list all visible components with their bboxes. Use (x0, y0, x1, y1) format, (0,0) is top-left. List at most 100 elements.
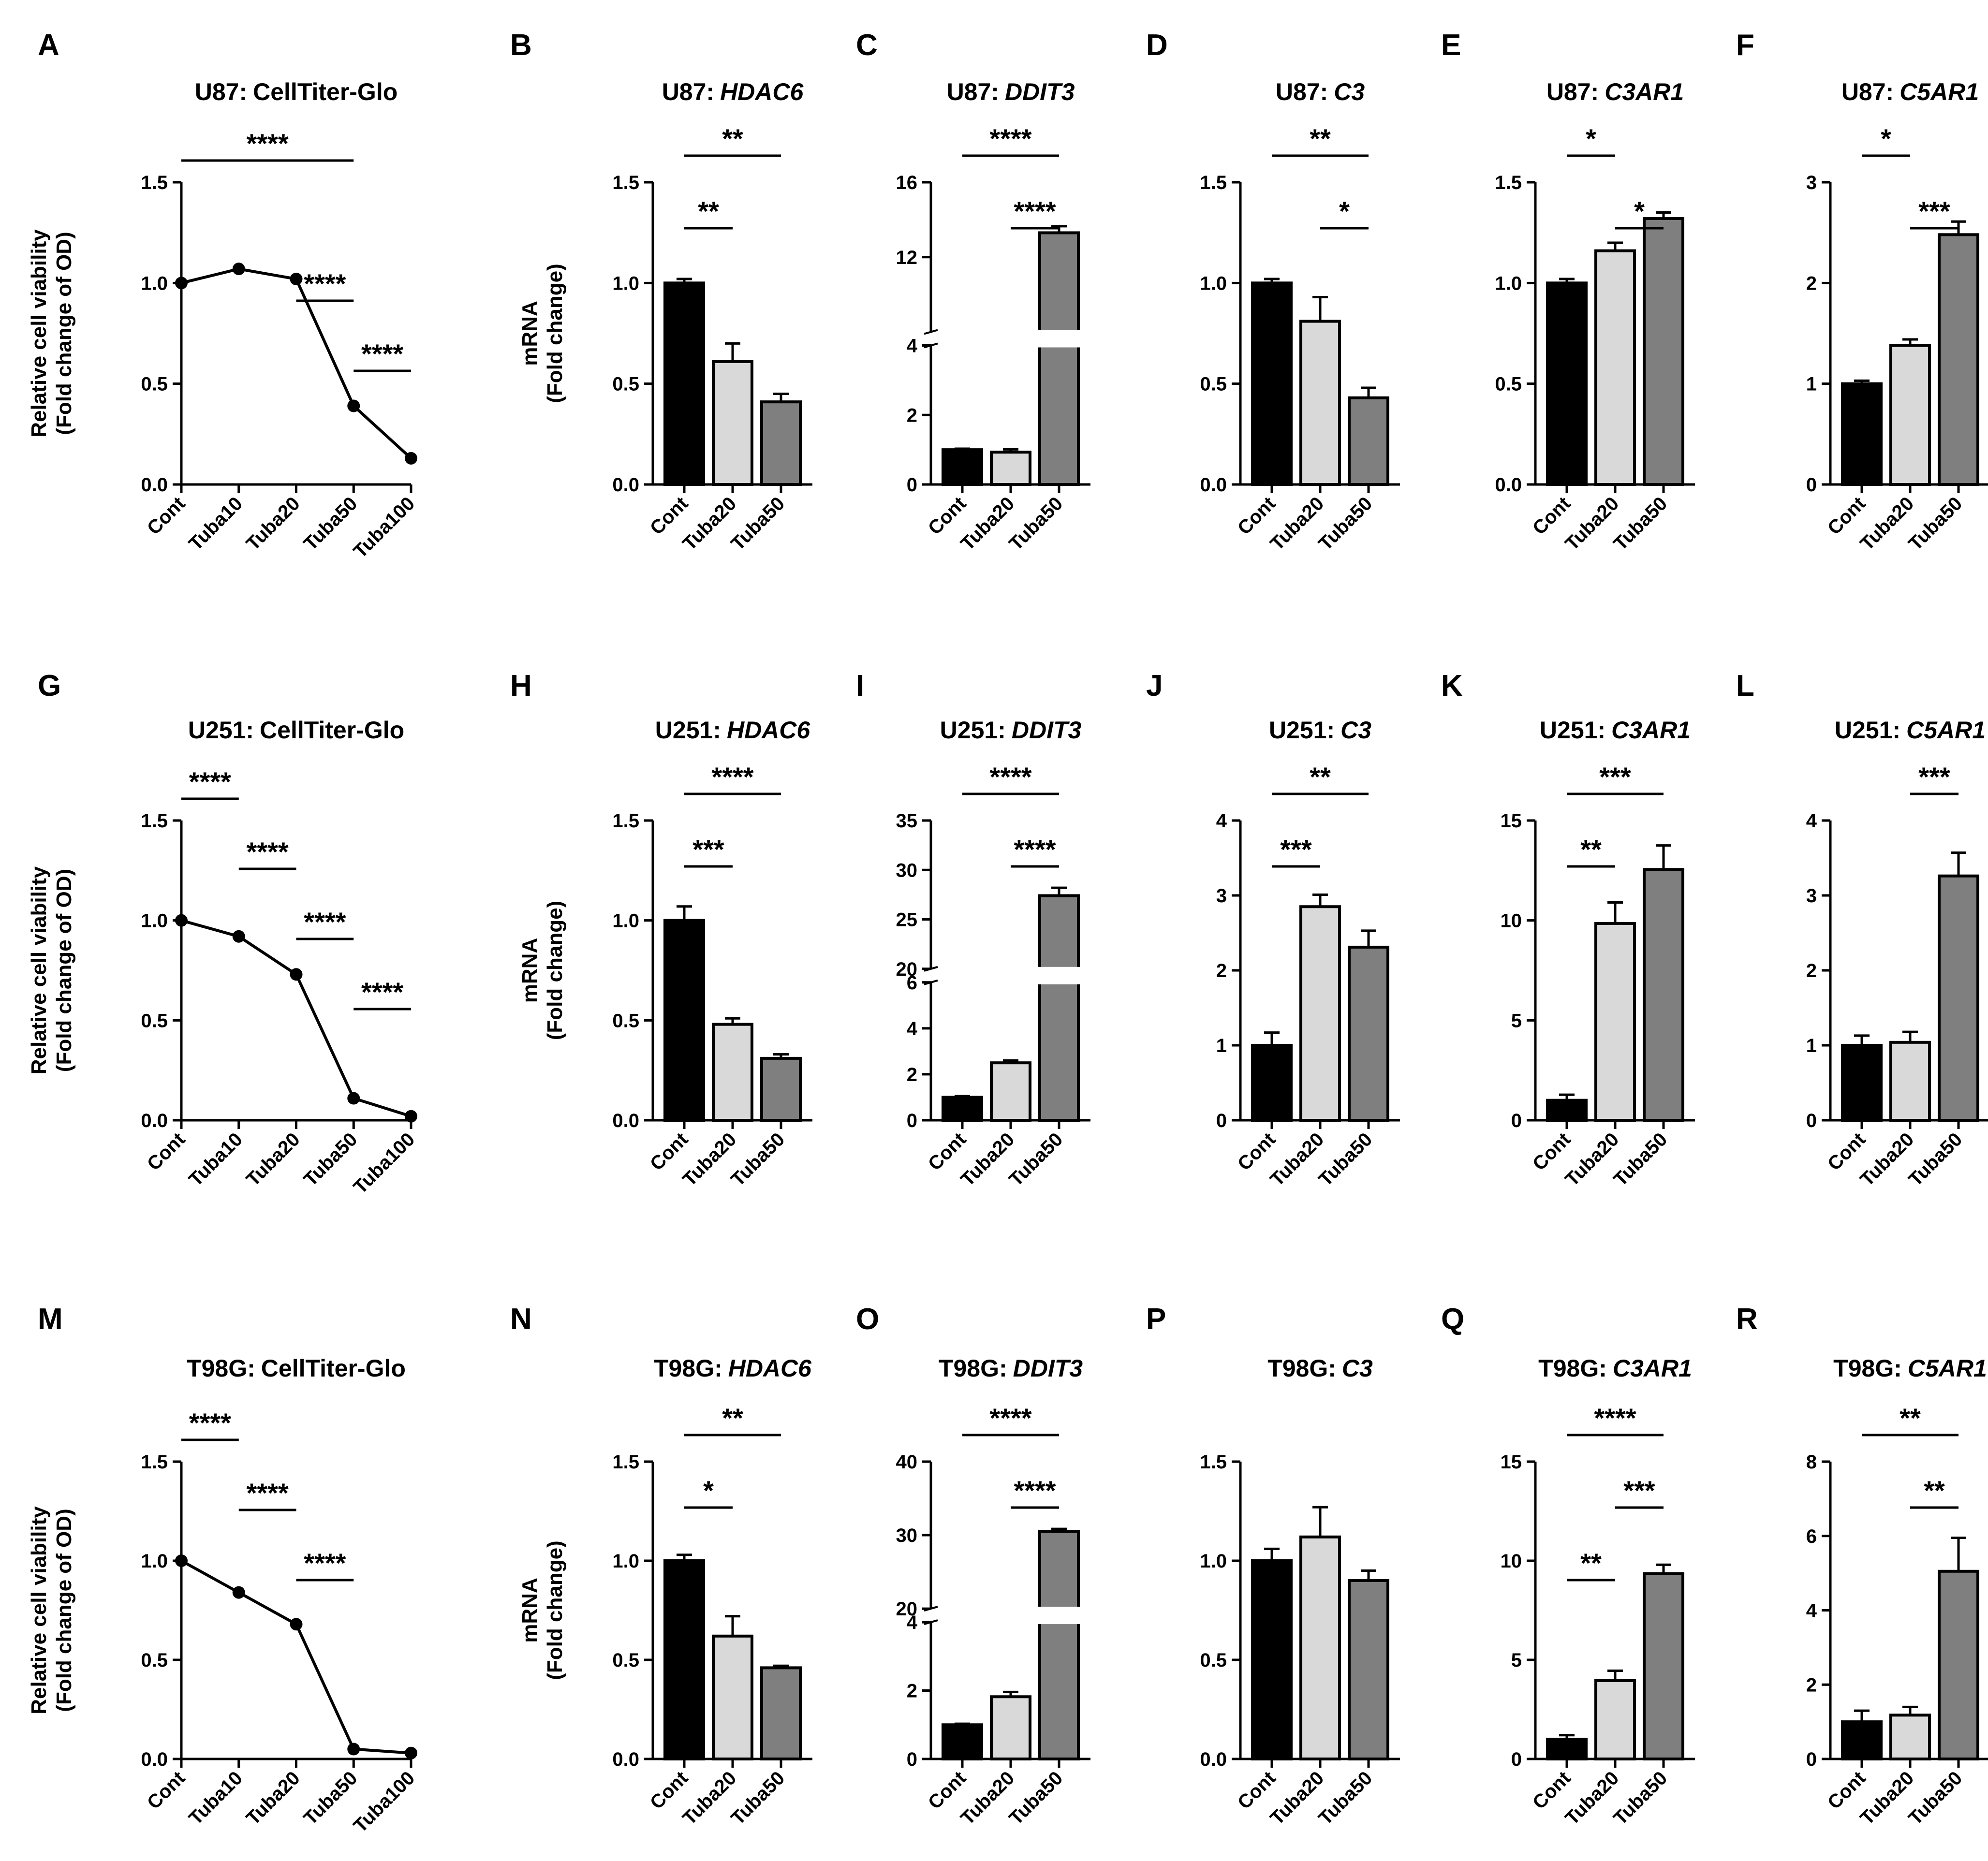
x-category-label: Tuba20 (1561, 1128, 1623, 1190)
y-tick-label: 4 (907, 336, 918, 357)
significance-stars: *** (1599, 762, 1631, 792)
title-cell-line: U251: (1540, 717, 1605, 744)
x-category-label: Tuba10 (185, 1128, 247, 1190)
title-cell-line: U87: (1841, 78, 1894, 105)
title-gene: DDIT3 (1005, 78, 1075, 105)
significance-stars: *** (1918, 196, 1950, 226)
title-cell-line: T98G: (654, 1355, 722, 1382)
data-point-cont (175, 277, 188, 290)
y-axis-label-line2: (Fold change) (543, 901, 567, 1040)
series-line (181, 919, 412, 1118)
bar-tuba50 (1038, 894, 1080, 1122)
y-tick-label: 2 (1806, 1674, 1817, 1696)
y-tick-label: 1.0 (141, 1551, 168, 1572)
y-tick-label: 0.5 (141, 374, 168, 395)
x-category-label: Tuba20 (242, 1128, 304, 1190)
significance-stars: * (1634, 196, 1645, 226)
significance-stars: **** (304, 907, 346, 937)
title-gene: DDIT3 (1012, 717, 1082, 744)
y-tick-label: 4 (1216, 810, 1227, 832)
data-point-tuba10 (232, 263, 245, 276)
y-tick-label: 1 (1806, 374, 1817, 395)
y-tick-label: 4 (1806, 1600, 1817, 1622)
y-tick-label: 15 (1501, 1451, 1522, 1473)
y-tick-label: 0.0 (141, 1749, 168, 1770)
significance-stars: ** (1580, 1548, 1602, 1578)
panel-title: U251: DDIT3 (940, 717, 1082, 744)
panel-label: A (38, 29, 59, 62)
y-axis-label-line2: (Fold change of OD) (52, 232, 76, 435)
panel-N: N T98G: HDAC6 0.0 0.5 1.0 1.5 mRNA(Fold change)… (510, 1303, 812, 1829)
y-tick-label: 0 (907, 1749, 917, 1770)
title-cell-line: U251: (655, 717, 721, 744)
bar-cont (1546, 1099, 1588, 1122)
significance-stars: ** (1924, 1475, 1945, 1506)
panel-label: M (38, 1303, 63, 1336)
bar-tuba20 (990, 1061, 1031, 1122)
y-tick-label: 0.0 (612, 474, 639, 496)
x-category-label: Tuba50 (1904, 493, 1966, 555)
y-axis-label: mRNA(Fold change) (518, 264, 567, 403)
y-tick-label: 4 (907, 1612, 918, 1633)
y-tick-label: 0 (1511, 1749, 1522, 1770)
bar-tuba20 (1299, 1535, 1341, 1761)
y-tick-label: 1.0 (1200, 1551, 1227, 1572)
bar-cont (942, 448, 983, 486)
y-tick-label: 0.0 (612, 1110, 639, 1131)
bar-tuba20 (990, 1695, 1031, 1761)
panel-label: D (1146, 29, 1168, 62)
bar-cont (663, 919, 705, 1122)
title-cell-line: U87: (662, 78, 714, 105)
y-tick-label: 1.0 (612, 910, 639, 932)
x-category-label: Tuba20 (1856, 1767, 1918, 1829)
significance-stars: ** (722, 1403, 743, 1433)
bar-tuba20 (1889, 1714, 1931, 1761)
title-cell-line: U87: (947, 78, 999, 105)
significance-stars: ** (1900, 1403, 1921, 1433)
title-cell-line: U251: (940, 717, 1006, 744)
title-gene: CellTiter-Glo (260, 717, 404, 744)
y-axis-label: Relative cell viability(Fold change of O… (27, 229, 76, 438)
x-category-label: Tuba50 (1314, 1767, 1376, 1829)
y-tick-label: 0 (1511, 1110, 1522, 1131)
significance-stars: **** (989, 1403, 1031, 1433)
significance-stars: ** (1580, 834, 1602, 865)
bar-cont (1841, 1720, 1883, 1760)
y-tick-label: 0 (1216, 1110, 1227, 1131)
y-tick-label: 16 (896, 172, 918, 193)
y-tick-label: 0 (1806, 1110, 1817, 1131)
y-tick-label: 0.5 (1495, 374, 1522, 395)
x-category-label: Tuba20 (1856, 493, 1918, 555)
significance-stars: ** (698, 196, 719, 226)
title-gene: C3 (1342, 1355, 1373, 1382)
title-cell-line: U251: (188, 717, 254, 744)
bar-tuba50 (1643, 217, 1684, 486)
x-category-label: Tuba20 (1856, 1128, 1918, 1190)
data-point-cont (175, 914, 188, 927)
y-tick-label: 0.5 (612, 374, 639, 395)
y-tick-label: 0 (1806, 474, 1817, 496)
bar-tuba20 (712, 360, 753, 486)
x-category-label: Tuba50 (727, 493, 789, 555)
data-point-tuba100 (405, 1746, 417, 1759)
bar-tuba20 (712, 1634, 753, 1761)
panel-label: P (1146, 1303, 1166, 1336)
x-category-label: Tuba20 (242, 493, 304, 555)
panel-M: M T98G: CellTiter-Glo 0.0 0.5 1.0 1.5 Relative … (27, 1303, 419, 1837)
data-point-tuba100 (405, 1110, 417, 1123)
title-gene: C3 (1340, 717, 1371, 744)
panel-label: I (856, 669, 864, 703)
y-tick-label: 2 (907, 1064, 917, 1085)
y-tick-label: 1.5 (141, 1451, 168, 1473)
bar-cont (663, 281, 705, 486)
panel-title: U87: DDIT3 (947, 78, 1075, 105)
significance-stars: * (1586, 123, 1596, 154)
bar-break-gap (1038, 330, 1080, 348)
x-category-label: Tuba20 (957, 493, 1018, 555)
bar-tuba50 (1938, 233, 1979, 486)
